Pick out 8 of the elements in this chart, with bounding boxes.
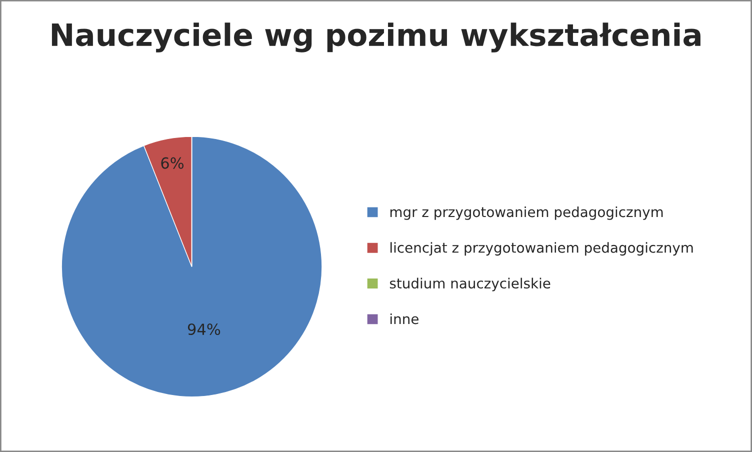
- data-label: 94%: [188, 323, 220, 336]
- legend-label: studium nauczycielskie: [390, 278, 550, 292]
- pie-slice: [61, 136, 322, 398]
- legend-label: inne: [390, 313, 418, 324]
- legend-label: licencjat z przygotowaniem pedagogicznym: [390, 242, 693, 256]
- legend-label: mgr z przygotowaniem pedagogicznym: [390, 206, 663, 220]
- chart-title: Nauczyciele wg pozimu wykształcenia: [52, 22, 700, 52]
- data-label: 6%: [161, 157, 184, 169]
